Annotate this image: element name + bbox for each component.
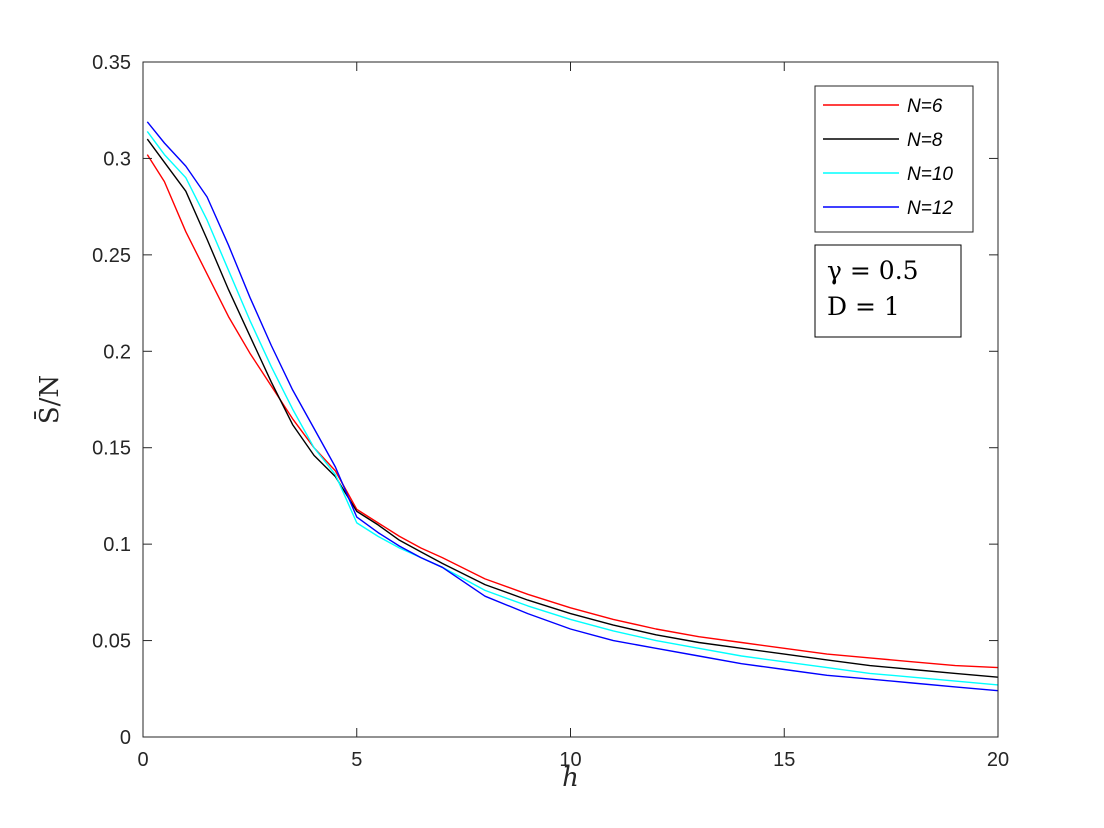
y-tick-label: 0.25 xyxy=(92,245,131,267)
x-axis-label: h xyxy=(562,763,579,793)
legend-label: N=8 xyxy=(907,130,943,151)
plot-layer xyxy=(146,121,999,692)
series-line-n-8 xyxy=(146,138,999,678)
annotation-box xyxy=(814,244,962,338)
series-line-n-6 xyxy=(146,154,999,669)
series-line-n-12 xyxy=(146,121,999,692)
y-tick-label: 0.1 xyxy=(103,534,131,556)
y-tick-label: 0.35 xyxy=(92,52,131,74)
x-tick-label: 20 xyxy=(987,749,1009,771)
x-tick-label: 15 xyxy=(773,749,795,771)
parameter-annotation: γ = 0.5 D = 1 xyxy=(814,244,962,338)
gamma-annotation: γ = 0.5 xyxy=(827,256,919,285)
legend-label: N=12 xyxy=(907,198,953,219)
x-tick-label: 0 xyxy=(137,749,148,771)
axes-layer: 0 5 10 15 20 0 0.05 0.1 0.15 0.2 0.25 0.3 0.35 h S̄/N xyxy=(33,52,1009,793)
y-tick-label: 0.15 xyxy=(92,438,131,460)
y-axis-label: S̄/N xyxy=(33,375,65,424)
x-tick-label: 5 xyxy=(351,749,362,771)
d-annotation: D = 1 xyxy=(827,292,900,321)
x-tick-label: 10 xyxy=(559,749,581,771)
y-tick-label: 0 xyxy=(120,727,131,749)
y-tick-label: 0.3 xyxy=(103,148,131,170)
legend-label: N=6 xyxy=(907,96,943,117)
legend-label: N=10 xyxy=(907,164,953,185)
legend: N=6 N=8 N=10 N=12 xyxy=(814,85,974,233)
y-tick-label: 0.2 xyxy=(103,341,131,363)
y-tick-label: 0.05 xyxy=(92,631,131,653)
